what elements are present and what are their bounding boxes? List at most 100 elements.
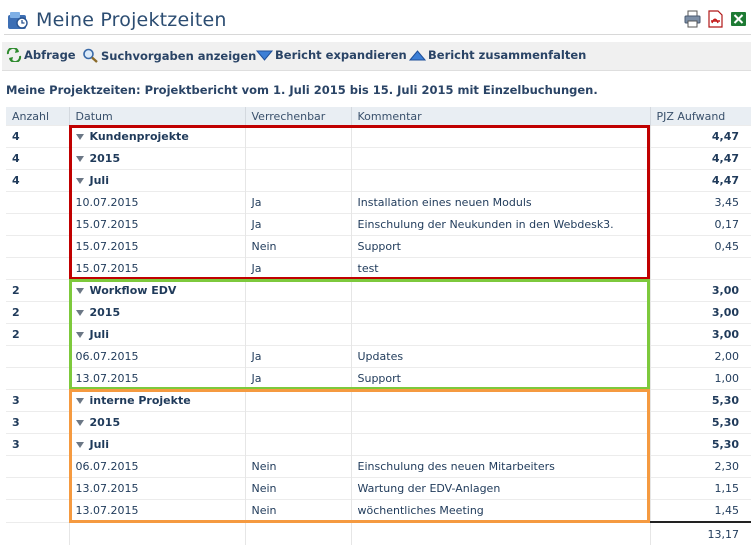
tree-group-row[interactable]: 3 interne Projekte 5,30	[6, 389, 751, 412]
tree-node-cell[interactable]: 2015	[69, 301, 246, 324]
comment-cell: Einschulung des neuen Mitarbeiters	[351, 455, 651, 478]
billable-cell	[245, 279, 352, 302]
count-cell: 2	[6, 301, 70, 324]
tree-node[interactable]: Kundenprojekte	[75, 130, 189, 143]
tree-node[interactable]: 2015	[75, 306, 121, 320]
comment-cell	[351, 169, 651, 192]
tree-node[interactable]: 2015	[75, 416, 121, 430]
tree-node-label: Juli	[89, 438, 109, 452]
date-cell: 15.07.2015	[69, 235, 246, 258]
collapse-triangle-icon[interactable]	[75, 397, 84, 404]
table-row: 06.07.2015 Nein Einschulung des neuen Mita…	[6, 455, 751, 478]
tree-group-row[interactable]: 4 2015 4,47	[6, 147, 751, 170]
collapse-report-label: Bericht zusammenfalten	[428, 48, 587, 62]
tree-node-label: 2015	[89, 416, 121, 430]
count-cell: 3	[6, 411, 70, 434]
billable-cell: Ja	[245, 213, 352, 236]
table-row: 15.07.2015 Ja test	[6, 257, 751, 280]
comment-cell: Installation eines neuen Moduls	[351, 191, 651, 214]
tree-group-row[interactable]: 2 2015 3,00	[6, 301, 751, 324]
excel-icon[interactable]	[730, 10, 747, 28]
count-cell	[6, 257, 70, 280]
effort-cell: 3,00	[650, 323, 751, 346]
tree-node-cell[interactable]: 2015	[69, 147, 246, 170]
collapse-triangle-icon[interactable]	[75, 155, 84, 162]
comment-cell: Updates	[351, 345, 651, 368]
tree-group-row[interactable]: 2 Juli 3,00	[6, 323, 751, 346]
tree-node[interactable]: Juli	[75, 174, 109, 188]
collapse-triangle-icon[interactable]	[75, 177, 84, 184]
tree-group-row[interactable]: 3 2015 5,30	[6, 411, 751, 434]
tree-node-cell[interactable]: 2015	[69, 411, 246, 434]
effort-cell: 5,30	[650, 411, 751, 434]
billable-cell	[245, 147, 352, 170]
col-datum-header[interactable]: Datum	[69, 107, 246, 126]
tree-node-label: Juli	[89, 328, 109, 342]
count-cell	[6, 213, 70, 236]
tree-node[interactable]: Juli	[75, 438, 109, 452]
abfrage-button[interactable]: Abfrage	[6, 48, 76, 62]
tree-node-cell[interactable]: Workflow EDV	[69, 279, 246, 302]
export-actions	[684, 10, 747, 28]
comment-cell: test	[351, 257, 651, 280]
billable-cell: Nein	[245, 235, 352, 258]
tree-node-cell[interactable]: Kundenprojekte	[69, 125, 246, 148]
col-kommentar-header[interactable]: Kommentar	[351, 107, 651, 126]
collapse-report-button[interactable]: Bericht zusammenfalten	[409, 48, 586, 62]
effort-cell: 1,45	[650, 499, 751, 522]
tree-node-label: Workflow EDV	[89, 284, 177, 298]
date-cell: 06.07.2015	[69, 345, 246, 368]
count-cell: 3	[6, 433, 70, 456]
table-row: 13.07.2015 Ja Support 1,00	[6, 367, 751, 390]
tree-group-row[interactable]: 3 Juli 5,30	[6, 433, 751, 456]
collapse-triangle-icon[interactable]	[75, 309, 84, 316]
tree-node-cell[interactable]: interne Projekte	[69, 389, 246, 412]
tree-group-row[interactable]: 4 Kundenprojekte 4,47	[6, 125, 751, 148]
count-cell	[6, 499, 70, 522]
effort-cell: 5,30	[650, 389, 751, 412]
date-cell: 13.07.2015	[69, 499, 246, 522]
tree-node-cell[interactable]: Juli	[69, 169, 246, 192]
projects-app-icon	[8, 12, 28, 29]
tree-node[interactable]: Workflow EDV	[75, 284, 177, 298]
count-cell: 2	[6, 323, 70, 346]
col-anzahl-header[interactable]: Anzahl	[6, 107, 70, 126]
col-verrechenbar-header[interactable]: Verrechenbar	[245, 107, 352, 126]
count-cell	[6, 477, 70, 500]
total-date-cell	[69, 521, 246, 545]
total-comment-cell	[351, 521, 651, 545]
print-icon[interactable]	[684, 10, 701, 28]
collapse-triangle-icon[interactable]	[75, 441, 84, 448]
total-effort-cell: 13,17	[650, 521, 751, 545]
count-cell	[6, 455, 70, 478]
page-title: Meine Projektzeiten	[36, 9, 227, 31]
billable-cell	[245, 169, 352, 192]
total-row: 13,17	[6, 521, 751, 545]
collapse-triangle-icon[interactable]	[75, 133, 84, 140]
tree-node-label: 2015	[89, 306, 121, 320]
collapse-triangle-icon[interactable]	[75, 287, 84, 294]
tree-node-label: interne Projekte	[89, 394, 191, 408]
effort-cell: 1,00	[650, 367, 751, 390]
tree-node[interactable]: Juli	[75, 328, 109, 342]
count-cell: 4	[6, 125, 70, 148]
date-cell: 13.07.2015	[69, 367, 246, 390]
tree-group-row[interactable]: 2 Workflow EDV 3,00	[6, 279, 751, 302]
tree-node[interactable]: interne Projekte	[75, 394, 191, 408]
tree-node-cell[interactable]: Juli	[69, 323, 246, 346]
expand-report-button[interactable]: Bericht expandieren	[256, 48, 407, 62]
tree-node[interactable]: 2015	[75, 152, 120, 165]
comment-cell	[351, 433, 651, 456]
count-cell: 3	[6, 389, 70, 412]
col-aufwand-header[interactable]: PJZ Aufwand	[650, 107, 751, 126]
total-billable-cell	[245, 521, 352, 545]
title-divider	[4, 34, 751, 35]
collapse-triangle-icon[interactable]	[75, 419, 84, 426]
tree-node-label: Juli	[89, 174, 109, 188]
collapse-triangle-icon[interactable]	[75, 331, 84, 338]
comment-cell: Support	[351, 367, 651, 390]
pdf-icon[interactable]	[707, 10, 724, 28]
tree-group-row[interactable]: 4 Juli 4,47	[6, 169, 751, 192]
tree-node-cell[interactable]: Juli	[69, 433, 246, 456]
suchvorgaben-button[interactable]: Suchvorgaben anzeigen	[82, 48, 256, 63]
